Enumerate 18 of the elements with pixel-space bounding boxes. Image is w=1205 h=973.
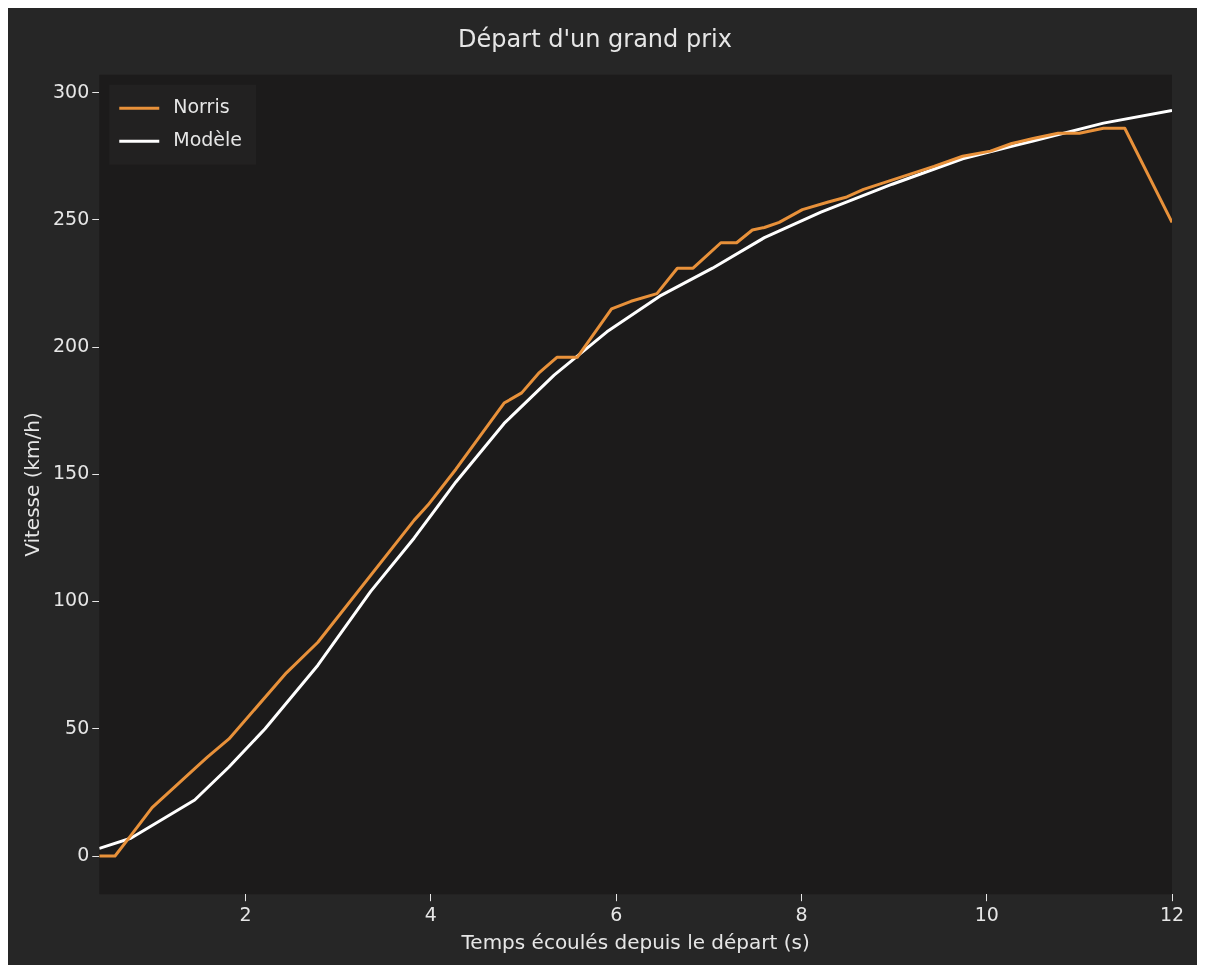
y-tick-label: 0 <box>77 842 90 865</box>
y-tick-label: 100 <box>53 588 90 611</box>
y-tick-label: 200 <box>53 334 90 357</box>
x-tick-label: 6 <box>610 902 623 925</box>
chart-title: Départ d'un grand prix <box>458 24 732 53</box>
legend-label: Modèle <box>173 128 243 151</box>
x-tick-label: 2 <box>239 902 252 925</box>
x-tick-label: 8 <box>795 902 808 925</box>
x-tick-label: 4 <box>424 902 437 925</box>
x-axis-title: Temps écoulés depuis le départ (s) <box>460 930 810 955</box>
x-tick-label: 10 <box>974 902 999 925</box>
legend-label: Norris <box>173 95 230 118</box>
y-tick-label: 50 <box>65 715 90 738</box>
y-axis-title: Vitesse (km/h) <box>20 412 45 557</box>
y-tick-label: 150 <box>53 461 90 484</box>
y-tick-label: 250 <box>53 206 90 229</box>
y-tick-label: 300 <box>53 79 90 102</box>
x-tick-label: 12 <box>1159 902 1185 925</box>
